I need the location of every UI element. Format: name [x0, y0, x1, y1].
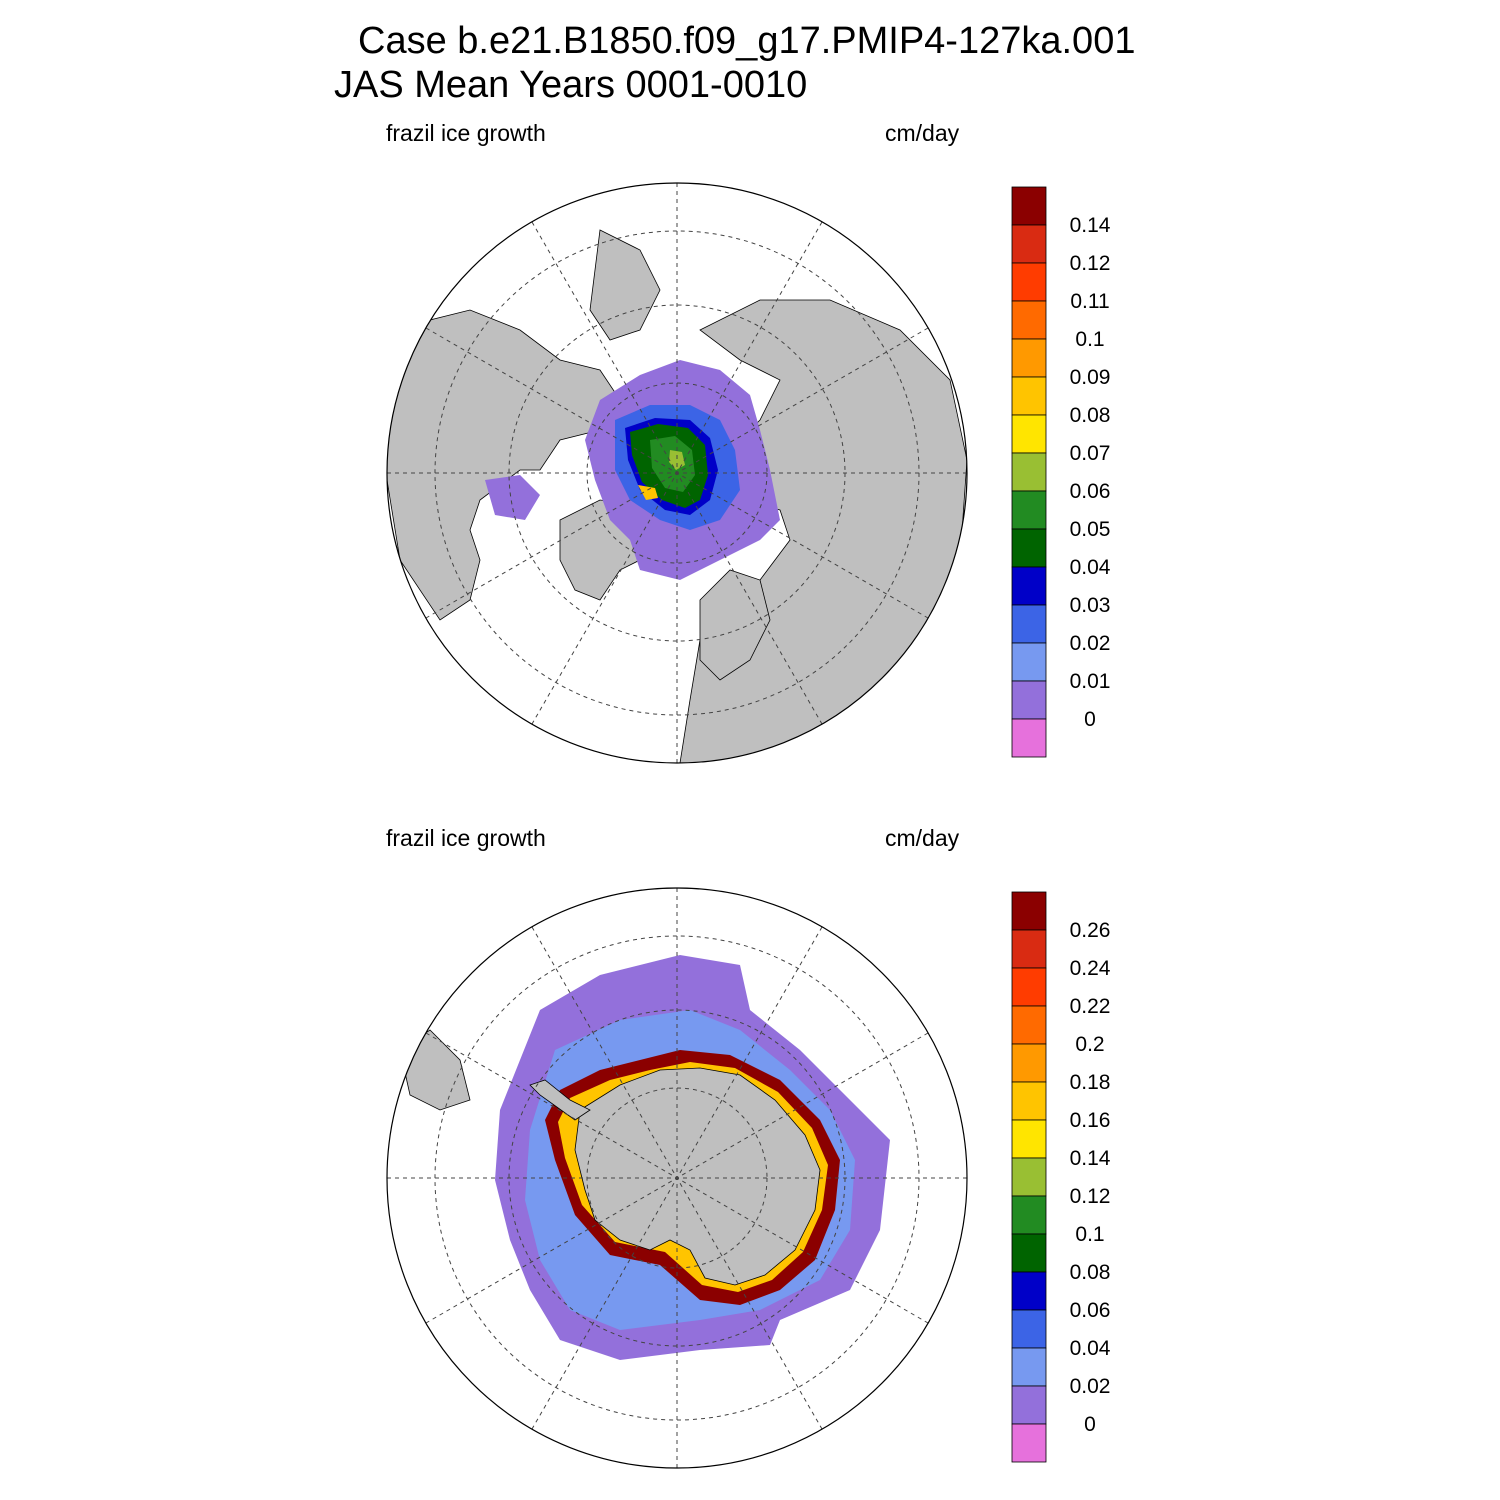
colorbar-tick-label: 0.14	[1070, 214, 1111, 237]
colorbar-tick-label: 0.1	[1075, 1223, 1104, 1246]
colorbar-swatch	[1011, 642, 1047, 682]
colorbar-swatch	[1011, 414, 1047, 454]
colorbar-swatch	[1011, 186, 1047, 226]
colorbar-swatch	[1011, 566, 1047, 606]
colorbar-swatch	[1011, 1233, 1047, 1273]
north-graticule	[387, 183, 967, 763]
panel2-unit-label: cm/day	[885, 825, 960, 851]
colorbar-tick-label: 0.11	[1070, 290, 1109, 313]
colorbar-tick-label: 0.02	[1070, 1375, 1111, 1398]
colorbar-tick-label: 0	[1084, 708, 1096, 731]
colorbar-swatch	[1011, 452, 1047, 492]
colorbar-tick-label: 0.03	[1070, 594, 1111, 617]
south-colorbar: 0.26 0.24 0.22 0.2 0.18 0.16 0.14 0.12 0.1 0.08 0.…	[1011, 891, 1111, 1463]
colorbar-tick-label: 0.14	[1070, 1147, 1111, 1170]
colorbar-tick-label: 0.24	[1070, 957, 1111, 980]
colorbar-swatch	[1011, 1271, 1047, 1311]
colorbar-swatch	[1011, 967, 1047, 1007]
colorbar-swatch	[1011, 1347, 1047, 1387]
colorbar-swatch	[1011, 300, 1047, 340]
south-shading	[399, 955, 890, 1360]
colorbar-tick-label: 0.05	[1070, 518, 1111, 541]
colorbar-swatch	[1011, 262, 1047, 302]
colorbar-tick-label: 0.12	[1070, 252, 1111, 275]
colorbar-tick-label: 0.26	[1070, 919, 1111, 942]
north-colorbar: 0.14 0.12 0.11 0.1 0.09 0.08 0.07 0.06 0.05 0.04 0…	[1011, 186, 1111, 758]
colorbar-swatch	[1011, 1385, 1047, 1425]
north-polar-map	[386, 182, 968, 764]
colorbar-swatch	[1011, 604, 1047, 644]
north-land	[387, 229, 967, 763]
colorbar-swatch	[1011, 1423, 1047, 1463]
colorbar-tick-label: 0.22	[1070, 995, 1111, 1018]
colorbar-tick-label: 0	[1084, 1413, 1096, 1436]
colorbar-swatch	[1011, 528, 1047, 568]
colorbar-swatch	[1011, 891, 1047, 931]
colorbar-swatch	[1011, 490, 1047, 530]
panel1-field-label: frazil ice growth	[386, 120, 546, 146]
colorbar-swatch	[1011, 1005, 1047, 1045]
colorbar-swatch	[1011, 1157, 1047, 1197]
figure-title-line1: Case b.e21.B1850.f09_g17.PMIP4-127ka.001	[358, 20, 1136, 62]
colorbar-tick-label: 0.04	[1070, 1337, 1111, 1360]
figure-title-line2: JAS Mean Years 0001-0010	[334, 64, 808, 106]
colorbar-swatch	[1011, 1081, 1047, 1121]
colorbar-tick-label: 0.01	[1070, 670, 1111, 693]
colorbar-swatch	[1011, 1309, 1047, 1349]
colorbar-tick-label: 0.09	[1070, 366, 1111, 389]
panel1-unit-label: cm/day	[885, 120, 960, 146]
panel2-field-label: frazil ice growth	[386, 825, 546, 851]
colorbar-tick-label: 0.04	[1070, 556, 1111, 579]
colorbar-tick-label: 0.06	[1070, 480, 1111, 503]
colorbar-swatch	[1011, 1119, 1047, 1159]
colorbar-tick-label: 0.18	[1070, 1071, 1111, 1094]
colorbar-swatch	[1011, 338, 1047, 378]
colorbar-swatch	[1011, 1043, 1047, 1083]
colorbar-tick-label: 0.08	[1070, 404, 1111, 427]
colorbar-swatch	[1011, 680, 1047, 720]
colorbar-tick-label: 0.07	[1070, 442, 1111, 465]
south-polar-map	[386, 887, 968, 1469]
south-graticule	[387, 888, 967, 1468]
colorbar-tick-label: 0.12	[1070, 1185, 1111, 1208]
colorbar-tick-label: 0.2	[1075, 1033, 1104, 1056]
colorbar-swatch	[1011, 929, 1047, 969]
colorbar-swatch	[1011, 376, 1047, 416]
colorbar-swatch	[1011, 1195, 1047, 1235]
colorbar-tick-label: 0.02	[1070, 632, 1111, 655]
colorbar-tick-label: 0.1	[1075, 328, 1104, 351]
colorbar-tick-label: 0.16	[1070, 1109, 1111, 1132]
colorbar-swatch	[1011, 224, 1047, 264]
colorbar-swatch	[1011, 718, 1047, 758]
colorbar-tick-label: 0.08	[1070, 1261, 1111, 1284]
colorbar-tick-label: 0.06	[1070, 1299, 1111, 1322]
